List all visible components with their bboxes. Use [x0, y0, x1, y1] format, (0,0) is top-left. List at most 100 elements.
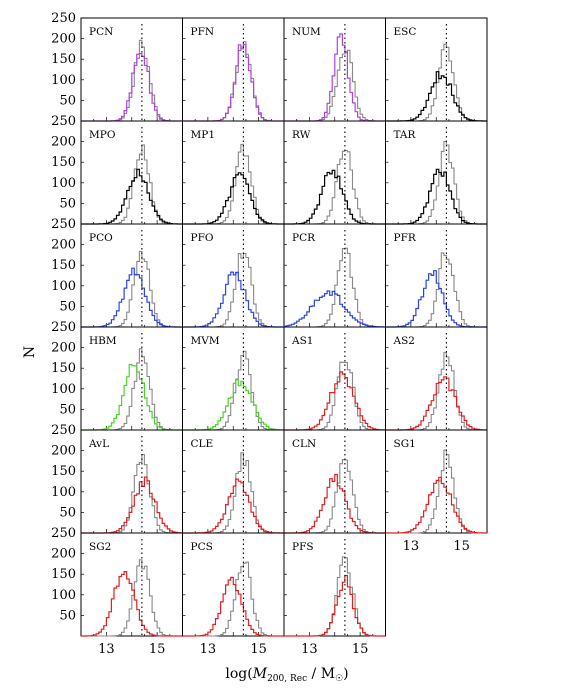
x-tick-label: 13 — [301, 642, 318, 657]
reference-histogram — [182, 561, 284, 637]
panel-label: SG2 — [89, 541, 111, 553]
panel-mvm: MVM — [182, 326, 285, 431]
panel-label: MP1 — [191, 129, 216, 141]
y-tick-label: 50 — [59, 402, 76, 417]
y-tick-label: 150 — [51, 52, 76, 67]
panel-pfs: PFS — [283, 532, 386, 637]
reference-histogram — [81, 559, 183, 637]
reference-histogram — [284, 556, 386, 637]
histogram-num — [284, 33, 386, 122]
y-tick-label: 100 — [51, 485, 76, 500]
panel-mp1: MP1 — [182, 120, 285, 225]
panel-label: PCO — [89, 232, 113, 244]
panel-label: PCS — [191, 541, 213, 553]
histogram-sg1 — [385, 476, 487, 534]
histogram-sg2 — [81, 571, 183, 637]
panel-hbm: HBM — [80, 326, 183, 431]
reference-histogram — [81, 250, 183, 328]
y-tick-label: 200 — [51, 444, 76, 459]
panel-label: CLE — [191, 438, 214, 450]
panel-label: TAR — [394, 129, 417, 141]
panel-label: AS2 — [393, 335, 415, 347]
panel-label: PCR — [292, 232, 316, 244]
panel-label: SG1 — [394, 438, 416, 450]
reference-histogram — [385, 449, 487, 534]
reference-histogram — [385, 252, 487, 328]
panel-sg2: SG2 — [80, 532, 183, 637]
histogram-as2 — [385, 376, 488, 431]
panel-pfr: PFR — [385, 223, 488, 328]
panel-label: CLN — [292, 438, 316, 450]
y-tick-label: 200 — [51, 135, 76, 150]
y-tick-label: 150 — [51, 155, 76, 170]
x-axis-title: log(M200, Rec / M☉) — [225, 666, 348, 684]
y-tick-label: 100 — [51, 73, 76, 88]
panel-label: RW — [292, 129, 311, 141]
x-tick-label: 13 — [98, 642, 115, 657]
y-tick-label: 50 — [59, 505, 76, 520]
y-tick-label: 50 — [59, 608, 76, 623]
reference-histogram — [182, 253, 284, 328]
y-tick-label: 150 — [51, 361, 76, 376]
panel-sg1: SG1 — [385, 429, 488, 534]
panel-cle: CLE — [182, 429, 285, 534]
y-tick-label: 150 — [51, 567, 76, 582]
panel-num: NUM — [283, 17, 386, 122]
reference-histogram — [182, 41, 284, 122]
y-tick-label: 100 — [51, 588, 76, 603]
panel-label: MPO — [89, 129, 116, 141]
x-tick-label: 15 — [352, 642, 369, 657]
y-tick-label: 250 — [51, 320, 76, 335]
panel-pcr: PCR — [283, 223, 387, 328]
histogram-pfs — [284, 574, 386, 637]
panel-mpo: MPO — [80, 120, 183, 225]
reference-histogram — [81, 453, 183, 534]
reference-histogram — [284, 459, 386, 534]
panel-pco: PCO — [80, 223, 183, 328]
panel-cln: CLN — [283, 429, 386, 534]
x-tick-label: 15 — [250, 642, 267, 657]
histogram-cle — [182, 478, 284, 534]
histogram-pco — [81, 267, 183, 328]
y-tick-label: 200 — [51, 238, 76, 253]
reference-histogram — [284, 247, 386, 328]
panel-tar: TAR — [385, 120, 488, 225]
panels-group: PCN PFN NUM ESC MPO MP1 RW TAR PCO PFO PCR PFR HBM MV… — [80, 17, 488, 637]
panel-label: PFR — [394, 232, 417, 244]
y-tick-label: 100 — [51, 176, 76, 191]
y-tick-label: 200 — [51, 341, 76, 356]
panel-label: PCN — [89, 26, 113, 38]
panel-as1: AS1 — [283, 326, 387, 431]
reference-histogram — [284, 149, 386, 225]
y-tick-label: 100 — [51, 279, 76, 294]
x-tick-labels: 13 15 13 15 13 15 13 15 — [98, 539, 470, 657]
x-tick-label: 15 — [453, 539, 470, 554]
reference-histogram — [284, 361, 386, 431]
y-tick-label: 200 — [51, 32, 76, 47]
y-tick-label: 250 — [51, 114, 76, 129]
y-tick-label: 150 — [51, 258, 76, 273]
y-tick-label: 250 — [51, 423, 76, 438]
y-tick-label: 50 — [59, 93, 76, 108]
panel-label: HBM — [89, 335, 117, 347]
y-tick-labels: 50 100 150 200 250 50 100 150 200 250 50 100 150 200 2… — [51, 11, 76, 623]
y-tick-label: 50 — [59, 196, 76, 211]
histogram-cln — [284, 473, 386, 534]
panel-label: ESC — [394, 26, 417, 38]
panel-pcs: PCS — [182, 532, 285, 637]
y-tick-label: 100 — [51, 382, 76, 397]
histogram-pcs — [182, 576, 284, 637]
panel-pfn: PFN — [182, 17, 285, 122]
histogram-pcn — [81, 52, 183, 122]
panel-label: PFS — [292, 541, 314, 553]
panel-rw: RW — [283, 120, 386, 225]
y-tick-label: 200 — [51, 547, 76, 562]
panel-label: AvL — [88, 438, 109, 450]
y-tick-label: 50 — [59, 299, 76, 314]
histogram-pcr — [283, 290, 387, 328]
panel-as2: AS2 — [385, 326, 488, 431]
histogram-as1 — [284, 371, 387, 431]
panel-label: AS1 — [291, 335, 313, 347]
panel-pcn: PCN — [80, 17, 183, 122]
